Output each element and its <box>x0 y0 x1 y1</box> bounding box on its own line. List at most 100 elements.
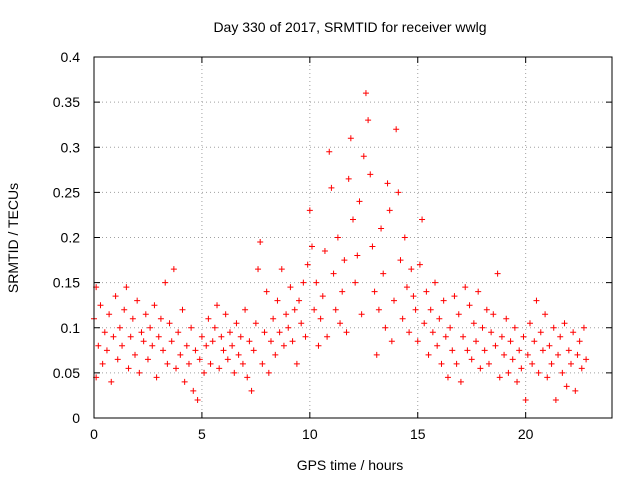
data-point <box>427 306 434 313</box>
data-point <box>539 347 546 354</box>
data-point <box>129 315 136 322</box>
data-point <box>488 329 495 336</box>
data-point <box>315 342 322 349</box>
data-point <box>414 338 421 345</box>
data-point <box>201 369 208 376</box>
data-point <box>432 279 439 286</box>
data-point <box>214 302 221 309</box>
data-point <box>224 356 231 363</box>
data-points <box>91 90 590 403</box>
data-point <box>358 311 365 318</box>
data-point <box>136 369 143 376</box>
data-point <box>153 374 160 381</box>
data-point <box>464 347 471 354</box>
data-point <box>511 324 518 331</box>
data-point <box>321 248 328 255</box>
data-point <box>127 333 134 340</box>
data-point <box>563 383 570 390</box>
data-point <box>112 293 119 300</box>
data-point <box>505 369 512 376</box>
data-point <box>470 320 477 327</box>
data-point <box>552 396 559 403</box>
data-point <box>302 333 309 340</box>
data-point <box>138 329 145 336</box>
data-point <box>567 360 574 367</box>
x-tick-label: 20 <box>518 426 534 442</box>
data-point <box>110 333 117 340</box>
data-point <box>518 365 525 372</box>
data-point <box>477 365 484 372</box>
data-point <box>395 189 402 196</box>
data-point <box>114 356 121 363</box>
data-point <box>211 324 218 331</box>
data-point <box>108 378 115 385</box>
data-point <box>157 315 164 322</box>
data-point <box>293 360 300 367</box>
data-point <box>231 369 238 376</box>
data-point <box>306 207 313 214</box>
data-point <box>451 293 458 300</box>
data-point <box>531 338 538 345</box>
data-point <box>416 261 423 268</box>
data-point <box>367 171 374 178</box>
data-point <box>447 324 454 331</box>
data-point <box>173 365 180 372</box>
data-point <box>438 360 445 367</box>
x-tick-label: 10 <box>302 426 318 442</box>
data-point <box>116 324 123 331</box>
data-point <box>235 351 242 358</box>
data-point <box>265 369 272 376</box>
data-point <box>535 369 542 376</box>
data-point <box>278 266 285 273</box>
data-point <box>218 333 225 340</box>
data-point <box>324 333 331 340</box>
data-point <box>555 351 562 358</box>
data-point <box>233 320 240 327</box>
data-point <box>403 284 410 291</box>
data-point <box>222 311 229 318</box>
data-point <box>319 293 326 300</box>
data-point <box>468 356 475 363</box>
data-point <box>326 148 333 155</box>
data-point <box>576 338 583 345</box>
y-axis-label: SRMTID / TECUs <box>5 183 21 293</box>
data-point <box>514 378 521 385</box>
data-point <box>285 324 292 331</box>
data-point <box>423 288 430 295</box>
x-axis-label: GPS time / hours <box>297 457 404 473</box>
data-point <box>291 306 298 313</box>
data-point <box>570 329 577 336</box>
data-point <box>196 356 203 363</box>
data-point <box>97 302 104 309</box>
data-point <box>449 347 456 354</box>
data-point <box>494 270 501 277</box>
data-point <box>119 342 126 349</box>
data-point <box>272 351 279 358</box>
data-point <box>574 351 581 358</box>
data-point <box>388 338 395 345</box>
data-point <box>455 311 462 318</box>
data-point <box>250 347 257 354</box>
data-point <box>397 257 404 264</box>
data-point <box>371 288 378 295</box>
data-point <box>168 338 175 345</box>
y-tick-label: 0.1 <box>61 320 81 336</box>
data-point <box>185 360 192 367</box>
data-point <box>263 288 270 295</box>
data-point <box>421 320 428 327</box>
data-point <box>542 311 549 318</box>
data-point <box>209 338 216 345</box>
data-point <box>490 311 497 318</box>
data-point <box>341 257 348 264</box>
data-point <box>317 315 324 322</box>
data-point <box>194 396 201 403</box>
data-point <box>190 387 197 394</box>
data-point <box>183 342 190 349</box>
data-point <box>345 175 352 182</box>
data-point <box>475 288 482 295</box>
data-point <box>522 396 529 403</box>
data-point <box>160 347 167 354</box>
data-point <box>369 243 376 250</box>
data-point <box>257 239 264 246</box>
data-point <box>300 279 307 286</box>
